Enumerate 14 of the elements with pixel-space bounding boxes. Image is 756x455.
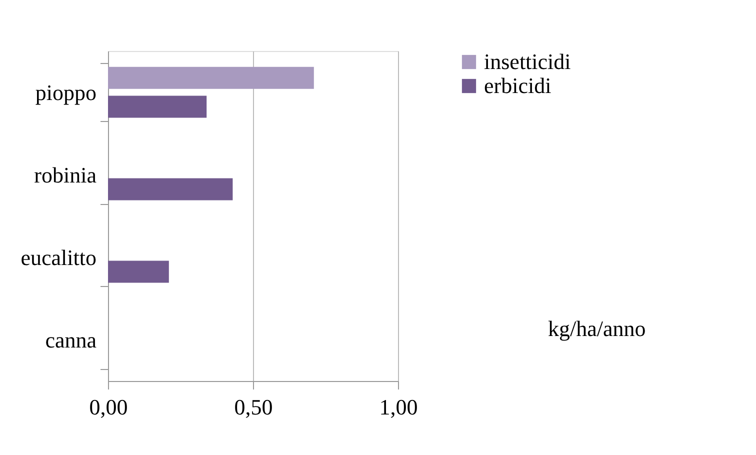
bar (108, 96, 207, 118)
legend-label: insetticidi (484, 49, 571, 74)
y-tick-label: robinia (34, 162, 97, 188)
x-tick-label: 0,00 (89, 394, 128, 420)
bar (108, 260, 169, 283)
x-tick-label: 0,50 (234, 394, 273, 420)
legend-label: erbicidi (484, 73, 552, 98)
y-tick-label: canna (45, 327, 97, 352)
bar (108, 178, 233, 200)
y-tick-label: eucalitto (20, 244, 96, 270)
text: kg/ha/anno (548, 316, 646, 341)
bar (108, 66, 314, 89)
x-tick-label: 1,00 (379, 394, 418, 420)
y-tick-label: pioppo (35, 80, 96, 105)
